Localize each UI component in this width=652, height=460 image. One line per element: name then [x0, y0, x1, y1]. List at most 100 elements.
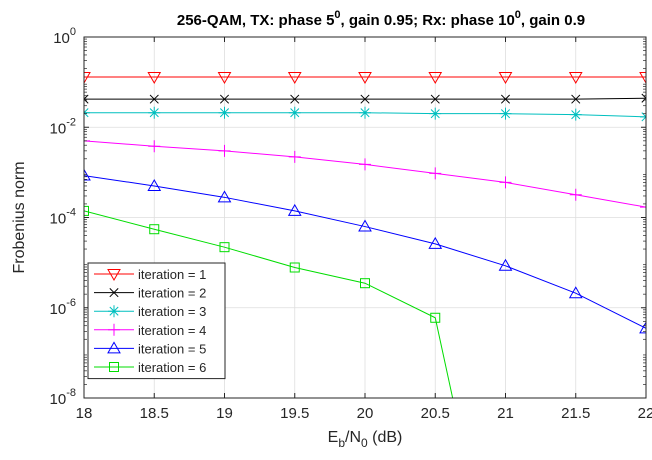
y-tick-power: 0	[70, 26, 76, 38]
ticks: 18 18.5 19 19.5 20 20.5 21 21.5 2210-810-610-410…	[50, 26, 652, 422]
series-5-point	[498, 258, 513, 271]
legend-marker	[108, 323, 120, 336]
legend-marker	[107, 341, 121, 354]
series-group	[84, 71, 646, 398]
series-3-point	[218, 106, 231, 119]
legend-marker	[109, 362, 119, 372]
x-tick-label: 18	[76, 405, 93, 422]
series-line-6	[84, 210, 454, 398]
title-text: , gain 0.95; Rx: phase 10	[341, 12, 515, 29]
series-3-point	[359, 106, 371, 119]
legend-label: iteration = 6	[138, 360, 206, 375]
series-3-point	[499, 107, 512, 120]
x-tick-label: 20.5	[421, 405, 450, 422]
series-4-point	[569, 188, 582, 201]
y-tick-power: -2	[66, 116, 76, 128]
series-3-point	[429, 107, 442, 120]
series-4-point	[499, 176, 512, 189]
series-5-point	[287, 203, 302, 216]
series-5-point	[358, 219, 372, 232]
chart-title: 256-QAM, TX: phase 5 0, gain 0.95; Rx: ph…	[177, 9, 585, 29]
series-3-point	[148, 106, 161, 119]
series-4-point	[218, 144, 231, 157]
series-2-point	[430, 94, 440, 104]
series-2-point	[360, 94, 370, 104]
y-tick-power: -8	[66, 387, 76, 399]
legend-entry: iteration = 3	[94, 304, 206, 319]
title-text: 256-QAM, TX: phase 5	[177, 12, 335, 29]
series-6-point	[84, 205, 89, 216]
series-1-point	[84, 71, 91, 84]
x-tick-label: 19	[216, 405, 233, 422]
series-5-point	[639, 321, 646, 334]
legend-label: iteration = 4	[138, 323, 206, 338]
series-3-point	[288, 106, 301, 119]
title-text: , gain 0.9	[521, 12, 585, 29]
y-tick-base: 10	[53, 30, 70, 47]
y-tick-label: 10-4	[50, 207, 76, 228]
legend-marker	[109, 288, 119, 298]
series-2-point	[84, 94, 89, 104]
series-4-point	[148, 140, 161, 153]
x-label-text: /N	[345, 429, 361, 446]
legend-label: iteration = 1	[138, 267, 206, 282]
series-1-point	[568, 71, 583, 84]
series-6-point	[219, 242, 230, 253]
series-4-point	[84, 134, 90, 147]
legend-entry: iteration = 4	[94, 323, 206, 338]
series-1-point	[639, 71, 646, 84]
series-4-point	[359, 158, 371, 171]
series-5-point	[428, 236, 443, 249]
x-label-subscript: 0	[361, 436, 368, 450]
title-superscript: 0	[515, 9, 521, 21]
y-axis-label: Frobenius norm	[11, 161, 28, 273]
series-2-point	[219, 94, 230, 104]
series-4-point	[429, 167, 442, 180]
y-tick-power: -6	[66, 297, 76, 309]
legend-label: iteration = 5	[138, 341, 206, 356]
series-1-point	[428, 71, 443, 84]
legend: iteration = 1 iteration = 2 iteration = 3 i…	[87, 262, 226, 380]
x-label-text: (dB)	[368, 429, 403, 446]
series-1-point	[287, 71, 302, 84]
x-label-subscript: b	[338, 436, 345, 450]
legend-label: iteration = 2	[138, 286, 206, 301]
series-2-point	[571, 94, 581, 104]
series-6-point	[149, 224, 160, 235]
x-tick-label: 22	[638, 405, 652, 422]
series-1-point	[147, 71, 162, 84]
series-4-point	[640, 201, 646, 214]
series-5-point	[84, 168, 91, 181]
legend-marker	[107, 269, 121, 282]
x-axis-label: Eb/N0 (dB)	[328, 429, 403, 450]
legend-marker	[108, 305, 120, 318]
series-2-point	[500, 94, 511, 104]
y-tick-power: -4	[66, 207, 76, 219]
legend-label: iteration = 3	[138, 304, 206, 319]
x-tick-label: 21	[497, 405, 514, 422]
y-tick-label: 100	[53, 26, 76, 47]
x-tick-label: 18.5	[140, 405, 169, 422]
y-tick-base: 10	[50, 391, 67, 408]
series-1-point	[498, 71, 513, 84]
y-tick-label: 10-6	[50, 297, 76, 318]
legend-box	[87, 262, 226, 380]
series-2-point	[290, 94, 300, 104]
series-4-point	[288, 150, 301, 163]
y-tick-label: 10-2	[50, 116, 76, 137]
x-tick-label: 20	[357, 405, 374, 422]
series-6-point	[289, 262, 300, 273]
series-5-point	[217, 190, 232, 203]
series-1-point	[217, 71, 232, 84]
series-2-point	[149, 94, 159, 104]
series-5-point	[147, 178, 162, 191]
y-tick-label: 10-8	[50, 387, 76, 408]
legend-entry: iteration = 2	[94, 286, 206, 301]
y-tick-base: 10	[50, 120, 67, 137]
series-5-point	[568, 286, 583, 299]
x-tick-label: 21.5	[561, 405, 590, 422]
legend-entry: iteration = 6	[94, 360, 206, 375]
series-line-5	[84, 175, 646, 329]
